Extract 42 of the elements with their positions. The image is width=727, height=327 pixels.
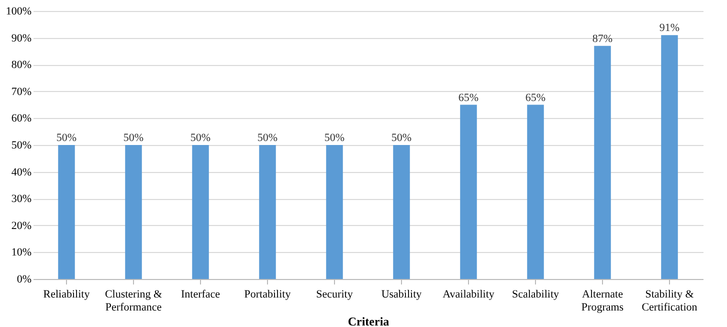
bar (594, 46, 611, 279)
data-label: 65% (458, 92, 479, 104)
y-tick-label: 30% (11, 193, 32, 206)
data-label: 50% (324, 132, 345, 144)
x-tick-label: Portability (244, 288, 292, 300)
bar (125, 145, 142, 279)
x-tick-label: Reliability (43, 288, 90, 300)
bar (460, 104, 477, 279)
data-label: 50% (56, 132, 77, 144)
x-axis-title: Criteria (348, 314, 390, 327)
x-tick-label: Clustering & Performance (104, 288, 163, 314)
y-tick-label: 100% (6, 6, 32, 18)
x-tick-label: Stability & Certification (642, 288, 698, 314)
y-tick-label: 80% (11, 59, 32, 72)
x-tick-label: Alternate Programs (581, 288, 624, 314)
bar (192, 145, 209, 279)
data-label: 91% (659, 22, 680, 34)
bar (58, 145, 75, 279)
bar (527, 104, 544, 279)
y-tick-label: 10% (11, 246, 32, 259)
bar (393, 145, 410, 279)
bar (326, 145, 343, 279)
y-tick-label: 20% (11, 220, 32, 232)
y-tick-label: 60% (11, 112, 32, 125)
x-tick-label: Security (316, 288, 354, 300)
y-tick-label: 50% (11, 140, 32, 152)
y-tick-label: 0% (16, 274, 32, 286)
y-tick-label: 90% (11, 32, 32, 44)
bar (661, 35, 678, 279)
data-label: 87% (592, 32, 613, 45)
data-label: 50% (123, 132, 144, 144)
y-tick-label: 40% (11, 166, 32, 178)
bar (259, 145, 276, 279)
x-tick-label: Availability (442, 288, 495, 300)
data-label: 50% (257, 132, 278, 144)
data-label: 50% (391, 132, 412, 144)
data-label: 50% (190, 132, 211, 144)
y-tick-label: 70% (11, 86, 32, 98)
x-tick-label: Usability (381, 288, 422, 300)
x-tick-label: Scalability (512, 288, 560, 300)
data-label: 65% (525, 92, 546, 104)
x-tick-label: Interface (180, 288, 220, 300)
